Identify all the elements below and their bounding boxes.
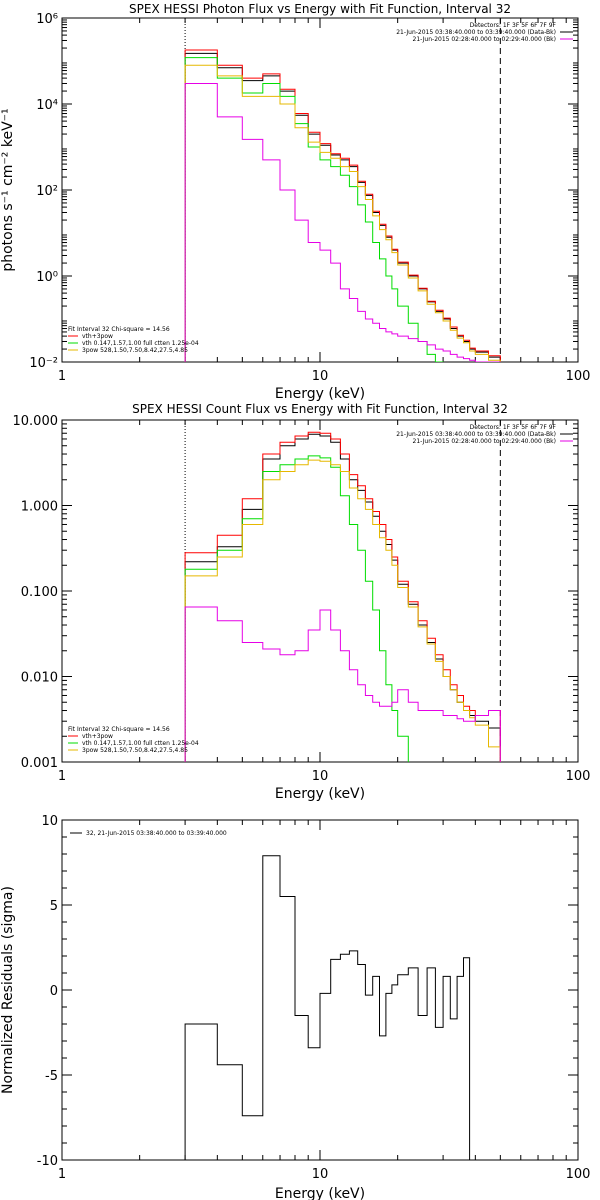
y-axis-label: Normalized Residuals (sigma) [0,886,16,1094]
x-tick-label: 10 [312,769,329,784]
x-axis-label: Energy (keV) [275,386,365,402]
legend-bl-text: vth 0.147,1.57,1.00 full ctten 1.25e-04 [82,740,199,747]
legend-tr-text: 21-Jun-2015 03:38:40.000 to 03:39:40.000… [396,29,556,36]
legend-tl-text: 32, 21-Jun-2015 03:38:40.000 to 03:39:40… [86,830,227,837]
photon-flux-panel: 1 10 100 10⁻² 10⁰ 10² 10⁴ 10⁶ SPEX HESSI Photon … [0,2,590,402]
x-tick-label: 10 [312,1167,329,1182]
y-tick-label: 10⁰ [36,270,58,285]
y-tick-label: 0.001 [21,756,58,771]
series-line-0 [184,52,501,362]
y-tick-label: 5 [50,899,58,914]
series-line-0 [184,855,471,1160]
series-group [184,49,501,362]
x-axis-label: Energy (keV) [275,786,365,802]
chart-title: SPEX HESSI Photon Flux vs Energy with Fi… [129,2,511,16]
plot-frame [61,819,579,1161]
y-tick-label: 10.000 [13,414,59,429]
series-line-4 [184,606,501,762]
legend-bl-text: vth+3pow [82,733,113,740]
x-tick-label: 100 [566,769,591,784]
series-line-1 [184,431,501,762]
x-tick-label: 1 [58,769,66,784]
x-tick-label: 1 [58,369,66,384]
y-tick-label: 0.010 [21,671,58,686]
chart-title: SPEX HESSI Count Flux vs Energy with Fit… [132,402,508,416]
y-tick-label: 10⁶ [36,12,58,27]
x-tick-label: 10 [312,369,329,384]
y-tick-label: 10⁴ [36,98,58,113]
x-tick-label: 1 [58,1167,66,1182]
y-tick-label: 0.100 [21,585,58,600]
series-line-2 [184,455,409,762]
series-group [184,855,471,1160]
legend-tr-text: 21-Jun-2015 02:28:40.000 to 02:29:40.000… [413,438,556,445]
legend-bl-text: Fit Interval 32 Chi-square = 14.56 [68,726,170,733]
series-group [184,431,501,762]
y-tick-label: 10⁻² [29,356,58,371]
legend-bl-text: vth+3pow [82,333,113,340]
legend-tr-text: 21-Jun-2015 02:28:40.000 to 02:29:40.000… [413,36,556,43]
series-line-2 [184,57,444,362]
count-flux-panel: 1 10 100 0.001 0.010 0.100 1.000 10.000 SPEX HES… [13,402,591,802]
x-axis-label: Energy (keV) [275,1186,365,1200]
y-tick-label: -5 [45,1069,58,1084]
series-line-3 [184,64,501,362]
legend-tr-text: Detectors: 1F 3F 5F 6F 7F 9F [470,424,557,431]
x-tick-label: 100 [566,369,591,384]
legend-bl-text: vth 0.147,1.57,1.00 full ctten 1.25e-04 [82,340,199,347]
y-tick-label: -10 [37,1154,58,1169]
y-tick-label: 10 [41,814,58,829]
series-line-4 [184,83,501,362]
legend-bl-text: Fit Interval 32 Chi-square = 14.56 [68,326,170,333]
series-line-3 [184,459,501,762]
legend-bl-text: 3pow 528,1.50,7.50,8.42,27.5,4.85 [82,347,188,354]
series-line-1 [184,49,501,362]
y-axis-label: photons s⁻¹ cm⁻² keV⁻¹ [0,108,16,271]
y-tick-label: 1.000 [21,500,58,515]
y-tick-label: 10² [36,184,58,199]
x-tick-label: 100 [566,1167,591,1182]
legend-tr-text: Detectors: 1F 3F 5F 6F 7F 9F [470,22,557,29]
y-tick-label: 0 [50,984,58,999]
legend-bl-text: 3pow 528,1.50,7.50,8.42,27.5,4.85 [82,747,188,754]
legend-tr-text: 21-Jun-2015 03:38:40.000 to 03:39:40.000… [396,431,556,438]
series-line-0 [184,433,501,762]
residuals-panel: 1 10 100 -10 -5 0 5 10 Energy (keV) Normalized Re… [0,814,590,1200]
